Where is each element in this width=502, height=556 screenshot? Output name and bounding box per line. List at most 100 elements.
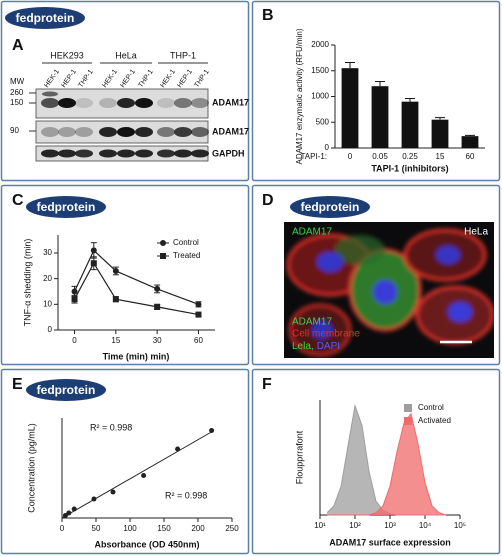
- row-label: ADAM17: [212, 126, 249, 136]
- mw-label: MW: [10, 77, 25, 86]
- lane-label: THP-1: [193, 69, 210, 90]
- group-label: THP-1: [170, 50, 196, 60]
- blot-band: [58, 98, 76, 108]
- legend-label: Control: [418, 403, 444, 412]
- x-tick-label: 10³: [384, 521, 396, 530]
- legend-label: Activated: [418, 416, 451, 425]
- area-outline: [327, 412, 447, 516]
- y-tick-label: 0: [48, 325, 53, 334]
- x-tick-label: 10²: [349, 521, 361, 530]
- logo-badge: [26, 379, 106, 401]
- lane-label: THP-1: [77, 69, 94, 90]
- marker: [195, 311, 202, 318]
- mw-marker: 90: [10, 126, 19, 135]
- legend-marker: [160, 253, 166, 259]
- panel-letter: C: [12, 192, 24, 209]
- mw-marker: 260: [10, 88, 24, 97]
- lane-label: HEP-1: [60, 68, 78, 89]
- panel-frame: [0, 368, 250, 555]
- y-axis-label: ADAM17 enzymatic activity (RFU/min): [295, 28, 304, 164]
- blot-band: [174, 127, 192, 137]
- point: [71, 506, 77, 512]
- x-axis-label: Time (min) min): [103, 351, 170, 361]
- blot-band: [41, 98, 59, 108]
- group-label: HEK293: [50, 50, 84, 60]
- blot-band: [135, 98, 153, 108]
- panel-letter: F: [262, 376, 272, 393]
- blot-band: [135, 149, 153, 158]
- marker: [71, 288, 78, 295]
- x-tick-label: 0: [60, 524, 65, 533]
- x-tick-label: 150: [157, 524, 171, 533]
- blot-band: [58, 127, 76, 137]
- blot-band: [174, 149, 192, 158]
- panel-frame: [0, 0, 250, 182]
- legend-swatch: [404, 404, 412, 412]
- blot-band: [191, 127, 209, 137]
- blot-band: [191, 98, 209, 108]
- logo: fedprotein: [37, 200, 96, 214]
- panel-frame: [251, 184, 501, 366]
- logo-badge: [290, 196, 370, 218]
- marker: [112, 296, 119, 303]
- x-tick-label: 50: [92, 524, 101, 533]
- blot-band: [99, 127, 117, 137]
- panel-letter: D: [262, 192, 274, 209]
- blot-band: [75, 149, 93, 158]
- panel-letter: E: [12, 376, 23, 393]
- logo: fedprotein: [37, 383, 96, 397]
- blot-band: [191, 149, 209, 158]
- blot-band: [174, 98, 192, 108]
- y-tick-label: 500: [316, 117, 330, 126]
- cell: [335, 235, 385, 265]
- mw-marker: 150: [10, 98, 24, 107]
- blot-band: [117, 127, 135, 137]
- image-legend: Lela, DAPI: [292, 341, 340, 352]
- image-legend: ADAM17: [292, 317, 332, 328]
- point: [66, 510, 72, 516]
- x-tick-label: 60: [194, 336, 203, 345]
- x-tick-label: 100: [123, 524, 137, 533]
- y-axis-label: Concentration (pg/mL): [26, 423, 36, 513]
- blot-band: [75, 127, 93, 137]
- image-legend-item: DAPI: [317, 341, 340, 352]
- area-fill: [327, 405, 447, 515]
- row-label: GAPDH: [212, 148, 245, 158]
- panel-letter: B: [262, 7, 274, 24]
- x-axis-label: TAPI-1 (inhibitors): [371, 163, 448, 173]
- x-axis-label: ADAM17 surface expression: [329, 537, 451, 547]
- lane-label: HEK-1: [159, 68, 177, 89]
- y-axis-label: Floupprrafont: [294, 430, 304, 484]
- marker: [154, 285, 161, 292]
- lane-label: HEK-1: [101, 68, 119, 89]
- x-tick-label: 10¹: [314, 521, 326, 530]
- nucleus: [373, 280, 397, 304]
- bar: [341, 68, 359, 148]
- legend-swatch: [404, 417, 412, 425]
- y-tick-label: 30: [43, 248, 52, 257]
- x-axis-label: Absorbance (OD 450nm): [94, 539, 199, 549]
- micrograph: [284, 222, 494, 358]
- point: [209, 428, 215, 433]
- x-tick-label: 15: [111, 336, 120, 345]
- legend-label: Control: [173, 238, 199, 247]
- bar: [461, 136, 479, 148]
- legend-marker: [160, 240, 166, 246]
- image-channel-label: ADAM17: [292, 227, 332, 238]
- blot-band: [75, 98, 93, 108]
- y-tick-label: 1500: [311, 66, 329, 75]
- point: [91, 496, 97, 502]
- logo: fedprotein: [301, 200, 360, 214]
- image-cell-line: HeLa: [464, 227, 488, 238]
- panel-letter: A: [12, 37, 24, 54]
- bar: [371, 86, 389, 148]
- marker: [90, 247, 97, 254]
- marker: [195, 301, 202, 308]
- legend-label: Treated: [173, 251, 200, 260]
- x-tick-label: 0: [72, 336, 77, 345]
- marker: [71, 296, 78, 303]
- x-tick-label: 60: [466, 152, 475, 161]
- panel-frame: [251, 0, 501, 182]
- y-axis-label: TNF-α shedding (min): [22, 239, 32, 327]
